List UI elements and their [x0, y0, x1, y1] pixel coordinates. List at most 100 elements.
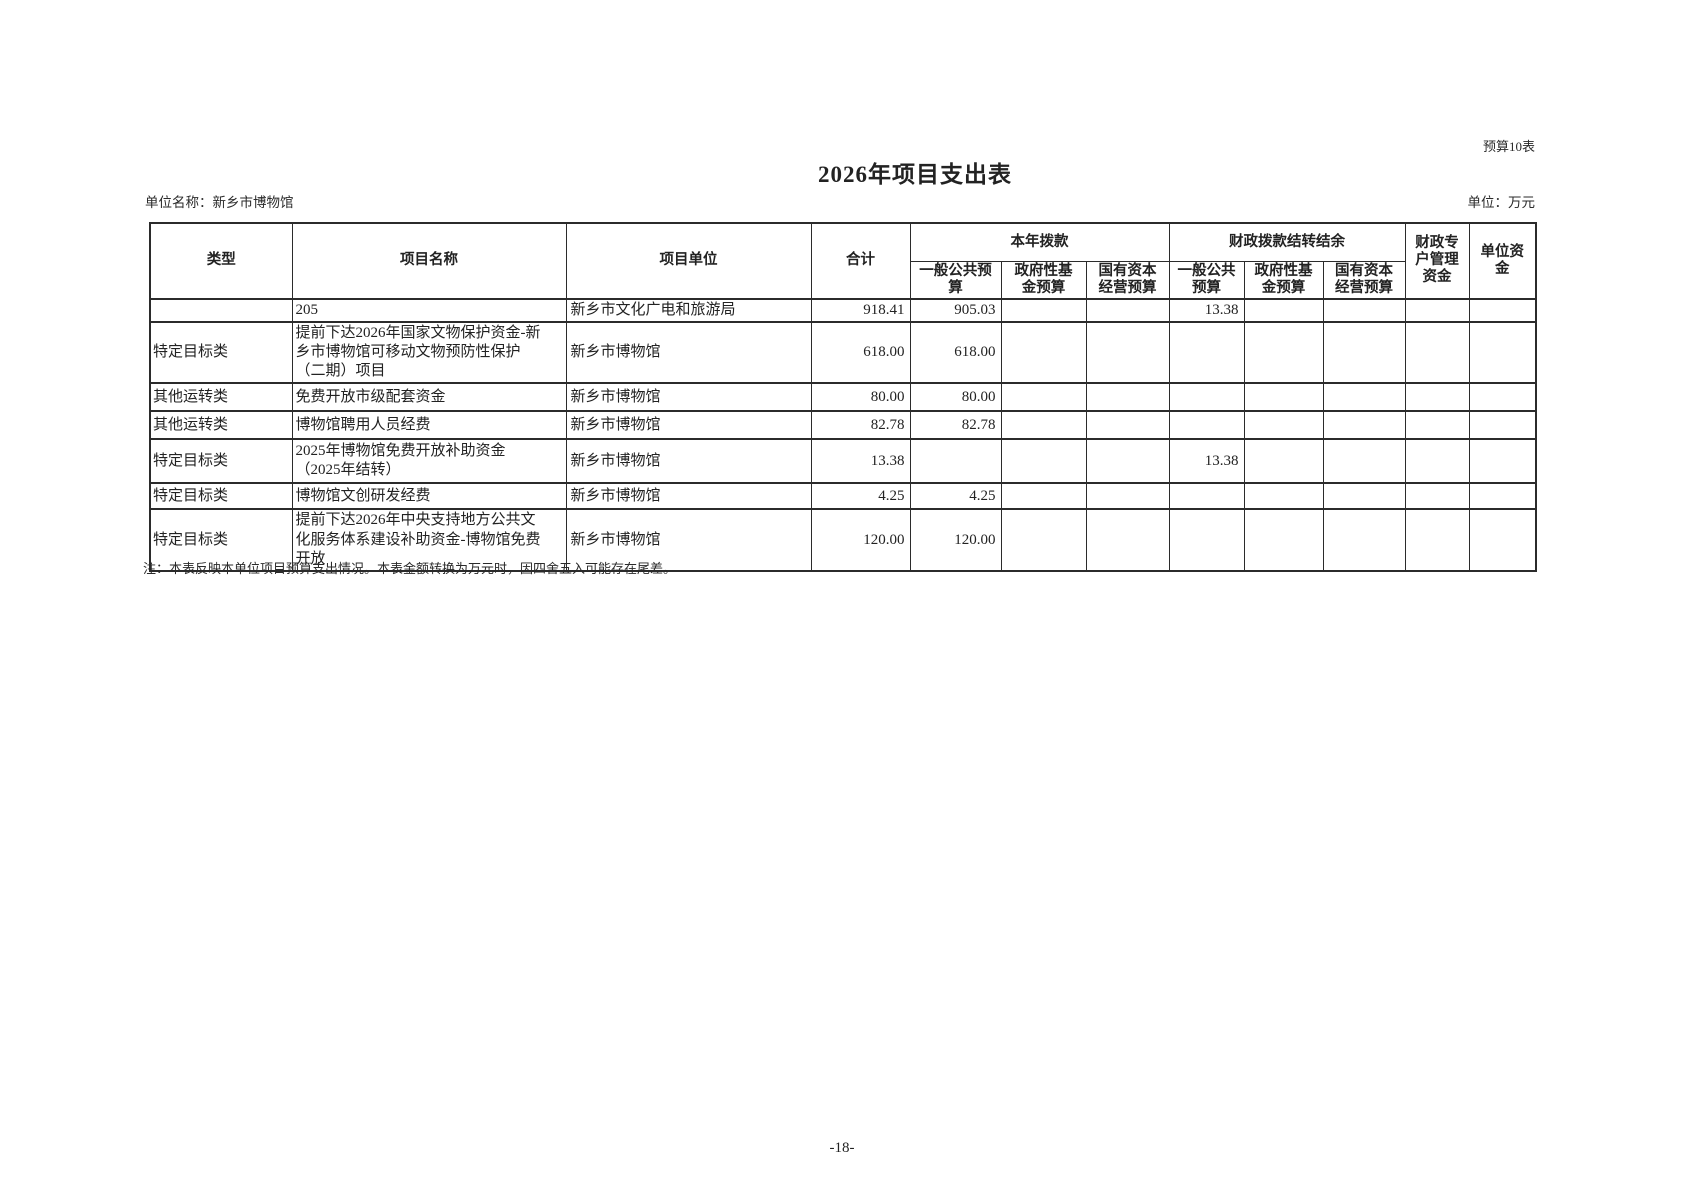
cell-own	[1468, 508, 1537, 573]
cell-cy-state	[1085, 482, 1170, 511]
cell-type	[149, 297, 293, 323]
header-project-name: 项目名称	[291, 222, 567, 300]
cell-unit: 新乡市博物馆	[565, 382, 812, 413]
cell-total: 80.00	[810, 382, 911, 413]
table-row: 其他运转类 免费开放市级配套资金 新乡市博物馆 80.00 80.00	[149, 382, 1537, 413]
header-cy-government-fund: 政府性基 金预算	[1000, 260, 1087, 300]
cell-cy-general: 80.00	[909, 382, 1002, 413]
table-body: 205 新乡市文化广电和旅游局 918.41 905.03 13.38 特定目标类 提前下达…	[149, 297, 1537, 573]
cell-cy-general: 618.00	[909, 320, 1002, 385]
cell-special	[1404, 382, 1470, 413]
cell-special	[1404, 438, 1470, 485]
cell-name: 免费开放市级配套资金	[291, 382, 567, 413]
header-co-state-capital: 国有资本 经营预算	[1322, 260, 1406, 300]
cell-own	[1468, 438, 1537, 485]
cell-unit: 新乡市博物馆	[565, 320, 812, 385]
cell-co-fund	[1243, 438, 1324, 485]
cell-unit: 新乡市文化广电和旅游局	[565, 297, 812, 323]
cell-co-state	[1322, 320, 1406, 385]
cell-co-state	[1322, 508, 1406, 573]
cell-cy-state	[1085, 320, 1170, 385]
cell-cy-state	[1085, 410, 1170, 441]
cell-co-fund	[1243, 410, 1324, 441]
cell-type: 特定目标类	[149, 438, 293, 485]
table-row: 205 新乡市文化广电和旅游局 918.41 905.03 13.38	[149, 297, 1537, 323]
cell-cy-state	[1085, 508, 1170, 573]
cell-own	[1468, 297, 1537, 323]
header-total: 合计	[810, 222, 911, 300]
cell-total: 13.38	[810, 438, 911, 485]
cell-co-general	[1168, 382, 1245, 413]
cell-total: 82.78	[810, 410, 911, 441]
table-row: 特定目标类 博物馆文创研发经费 新乡市博物馆 4.25 4.25	[149, 482, 1537, 511]
cell-cy-fund	[1000, 297, 1087, 323]
cell-co-fund	[1243, 508, 1324, 573]
header-current-year-group: 本年拨款	[909, 222, 1170, 262]
cell-cy-state	[1085, 382, 1170, 413]
cell-special	[1404, 320, 1470, 385]
cell-unit: 新乡市博物馆	[565, 508, 812, 573]
cell-name: 提前下达2026年中央支持地方公共文 化服务体系建设补助资金-博物馆免费 开放	[291, 508, 567, 573]
cell-cy-fund	[1000, 410, 1087, 441]
cell-type: 特定目标类	[149, 482, 293, 511]
cell-cy-fund	[1000, 320, 1087, 385]
cell-name: 博物馆文创研发经费	[291, 482, 567, 511]
header-co-general-budget: 一般公共 预算	[1168, 260, 1245, 300]
cell-special	[1404, 508, 1470, 573]
cell-name: 2025年博物馆免费开放补助资金 （2025年结转）	[291, 438, 567, 485]
cell-own	[1468, 482, 1537, 511]
table-row: 特定目标类 提前下达2026年中央支持地方公共文 化服务体系建设补助资金-博物馆免…	[149, 508, 1537, 573]
cell-cy-general	[909, 438, 1002, 485]
cell-name: 博物馆聘用人员经费	[291, 410, 567, 441]
cell-co-general: 13.38	[1168, 438, 1245, 485]
cell-type: 其他运转类	[149, 382, 293, 413]
cell-cy-state	[1085, 297, 1170, 323]
cell-own	[1468, 382, 1537, 413]
cell-co-general	[1168, 508, 1245, 573]
cell-cy-state	[1085, 438, 1170, 485]
cell-total: 918.41	[810, 297, 911, 323]
cell-own	[1468, 320, 1537, 385]
cell-co-state	[1322, 382, 1406, 413]
cell-cy-fund	[1000, 382, 1087, 413]
note-text: 注：本表反映本单位项目预算支出情况。本表金额转换为万元时，因四舍五入可能存在尾差…	[143, 561, 677, 576]
unit-name-label: 单位名称：新乡市博物馆	[145, 195, 294, 210]
cell-type: 其他运转类	[149, 410, 293, 441]
header-cy-general-budget: 一般公共预 算	[909, 260, 1002, 300]
cell-co-general: 13.38	[1168, 297, 1245, 323]
header-carryover-group: 财政拨款结转结余	[1168, 222, 1406, 262]
table-header: 类型 项目名称 项目单位 合计 本年拨款 财政拨款结转结余 财政专 户管理 资金…	[149, 222, 1537, 300]
cell-name: 205	[291, 297, 567, 323]
page-title: 2026年项目支出表	[818, 162, 1012, 187]
doc-label: 预算10表	[1482, 139, 1535, 154]
cell-co-fund	[1243, 382, 1324, 413]
cell-total: 120.00	[810, 508, 911, 573]
project-expenditure-table: 类型 项目名称 项目单位 合计 本年拨款 财政拨款结转结余 财政专 户管理 资金…	[149, 222, 1538, 573]
header-row-groups: 类型 项目名称 项目单位 合计 本年拨款 财政拨款结转结余 财政专 户管理 资金…	[149, 222, 1537, 300]
cell-co-state	[1322, 438, 1406, 485]
cell-co-fund	[1243, 297, 1324, 323]
header-row-subcolumns: 一般公共预 算 政府性基 金预算 国有资本 经营预算 一般公共 预算 政府性基 …	[150, 260, 1536, 300]
cell-cy-fund	[1000, 438, 1087, 485]
cell-own	[1468, 410, 1537, 441]
cell-co-general	[1168, 482, 1245, 511]
cell-name: 提前下达2026年国家文物保护资金-新 乡市博物馆可移动文物预防性保护 （二期）…	[291, 320, 567, 385]
cell-co-general	[1168, 410, 1245, 441]
header-type: 类型	[149, 222, 293, 300]
cell-co-state	[1322, 482, 1406, 511]
cell-type: 特定目标类	[149, 508, 293, 573]
cell-co-fund	[1243, 320, 1324, 385]
cell-co-general	[1168, 320, 1245, 385]
cell-total: 4.25	[810, 482, 911, 511]
cell-cy-fund	[1000, 508, 1087, 573]
unit-label: 单位：万元	[1467, 195, 1536, 210]
cell-special	[1404, 297, 1470, 323]
header-project-unit: 项目单位	[565, 222, 812, 300]
cell-cy-general: 905.03	[909, 297, 1002, 323]
table-row: 特定目标类 提前下达2026年国家文物保护资金-新 乡市博物馆可移动文物预防性保护…	[149, 320, 1537, 385]
meta-row: 单位名称：新乡市博物馆 单位：万元	[145, 191, 1535, 211]
cell-special	[1404, 410, 1470, 441]
table-row: 特定目标类 2025年博物馆免费开放补助资金 （2025年结转） 新乡市博物馆 13.…	[149, 438, 1537, 485]
page-number: -18-	[829, 1140, 855, 1156]
